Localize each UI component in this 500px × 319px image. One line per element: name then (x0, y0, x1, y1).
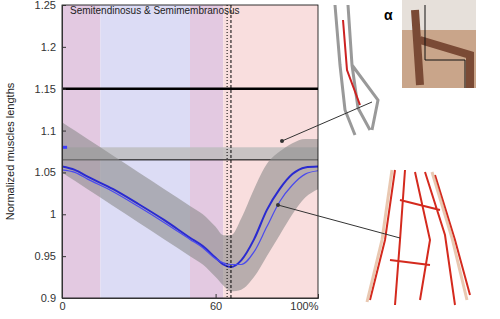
x-tick: 0 (59, 294, 65, 312)
y-tick-label: 1.2 (41, 41, 56, 53)
y-axis-line (63, 6, 67, 299)
x-tick-mark (318, 294, 319, 298)
muscle-model (370, 170, 470, 305)
photo-angle (425, 5, 465, 88)
x-axis-line (63, 294, 319, 299)
photo-leg (415, 10, 470, 88)
y-tick-label: 1.15 (35, 83, 56, 95)
y-tick: 1.05 (35, 166, 66, 178)
vertical-line (230, 5, 231, 298)
pointer-dot (276, 203, 280, 207)
photo (402, 0, 476, 88)
y-tick-label: 0.9 (41, 292, 56, 304)
y-tick: 0.95 (35, 250, 66, 262)
pointer-line (278, 205, 400, 238)
y-tick-mark (62, 89, 66, 90)
plot-frame (62, 5, 318, 298)
data-line (62, 167, 318, 267)
y-tick: 1.15 (35, 83, 66, 95)
y-tick-label: 1.25 (35, 0, 56, 11)
range-area (62, 122, 318, 291)
y-tick: 1.2 (41, 41, 66, 53)
y-tick-label: 1 (50, 208, 56, 220)
x-tick-label: 0 (59, 300, 65, 312)
vertical-line (227, 5, 228, 298)
y-tick-mark (62, 47, 66, 48)
y-tick-mark (62, 5, 66, 6)
y-tick-label: 1.1 (41, 125, 56, 137)
chart-container: 0.9 0.95 1 1.05 1.1 1.15 1.2 1.25 0 60 100% Semiten… (0, 0, 500, 319)
skeleton-muscle (343, 20, 360, 105)
pointer-dot (280, 139, 284, 143)
y-axis: 0.9 0.95 1 1.05 1.1 1.15 1.2 1.25 (35, 0, 66, 304)
y-tick-mark (62, 131, 66, 132)
y-tick-mark (62, 256, 66, 257)
y-tick: 1 (50, 208, 66, 220)
x-tick-label: 60 (210, 300, 222, 312)
y-axis-title: Normalized muscles lengths (4, 82, 16, 220)
bone-model (367, 170, 467, 302)
y-tick-mark (62, 172, 66, 173)
y-tick-mark (62, 214, 66, 215)
chart-title: Semitendinosus & Semimembranosus (70, 5, 240, 16)
illustrations: α (276, 0, 476, 305)
x-tick-mark (62, 294, 63, 298)
angle-label: α (384, 7, 393, 23)
reference-line (62, 87, 318, 90)
x-tick-label: 100% (290, 300, 318, 312)
x-tick-mark (216, 294, 217, 298)
pointer-line (282, 102, 372, 141)
y-tick-label: 1.05 (35, 166, 56, 178)
y-tick: 1.1 (41, 125, 66, 137)
plot-area (62, 5, 318, 298)
y-tick: 1.25 (35, 0, 66, 11)
y-tick-label: 0.95 (35, 250, 56, 262)
x-tick: 60 (210, 294, 222, 312)
x-tick: 100% (290, 294, 318, 312)
chart-svg: 0.9 0.95 1 1.05 1.1 1.15 1.2 1.25 0 60 100% Semiten… (0, 0, 500, 319)
x-axis: 0 60 100% (59, 294, 318, 312)
data-line (62, 170, 318, 265)
